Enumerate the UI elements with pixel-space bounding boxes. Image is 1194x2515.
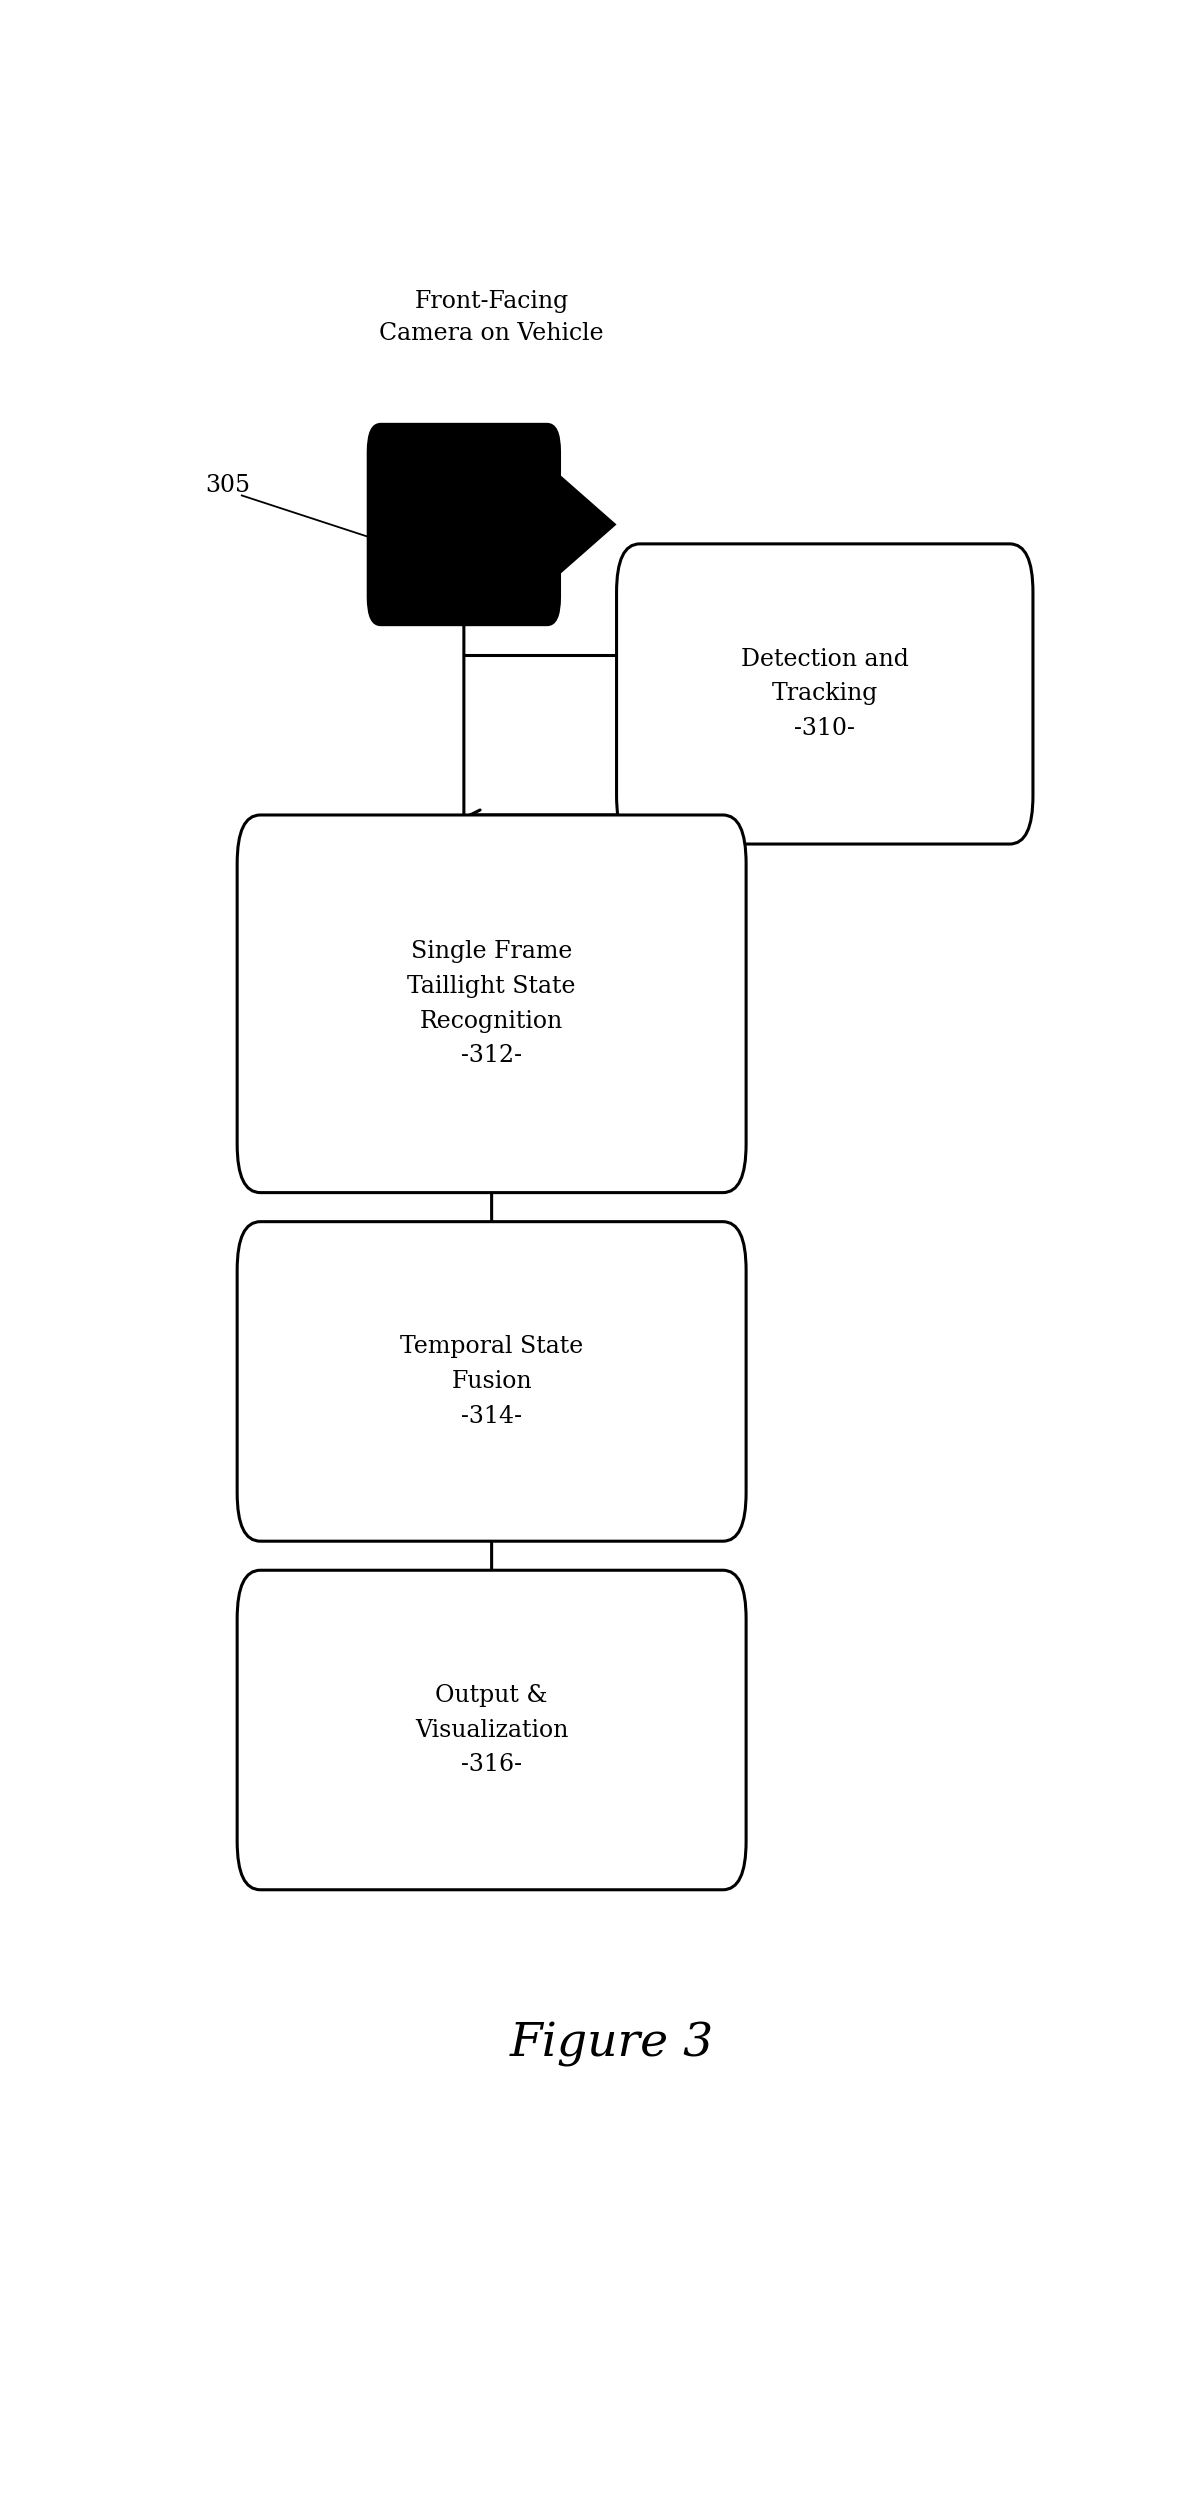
Text: Detection and
Tracking
-310-: Detection and Tracking -310- [740, 649, 909, 739]
FancyBboxPatch shape [238, 1569, 746, 1889]
Polygon shape [547, 463, 616, 586]
FancyBboxPatch shape [367, 423, 561, 626]
FancyBboxPatch shape [238, 1222, 746, 1542]
Text: Output &
Visualization
-316-: Output & Visualization -316- [416, 1685, 568, 1776]
FancyBboxPatch shape [616, 543, 1033, 845]
Text: Temporal State
Fusion
-314-: Temporal State Fusion -314- [400, 1335, 583, 1429]
Text: Front-Facing
Camera on Vehicle: Front-Facing Camera on Vehicle [380, 289, 604, 345]
Text: Figure 3: Figure 3 [510, 2022, 714, 2067]
FancyBboxPatch shape [238, 815, 746, 1192]
Text: Single Frame
Taillight State
Recognition
-312-: Single Frame Taillight State Recognition… [407, 941, 576, 1066]
Text: 305: 305 [205, 475, 250, 498]
